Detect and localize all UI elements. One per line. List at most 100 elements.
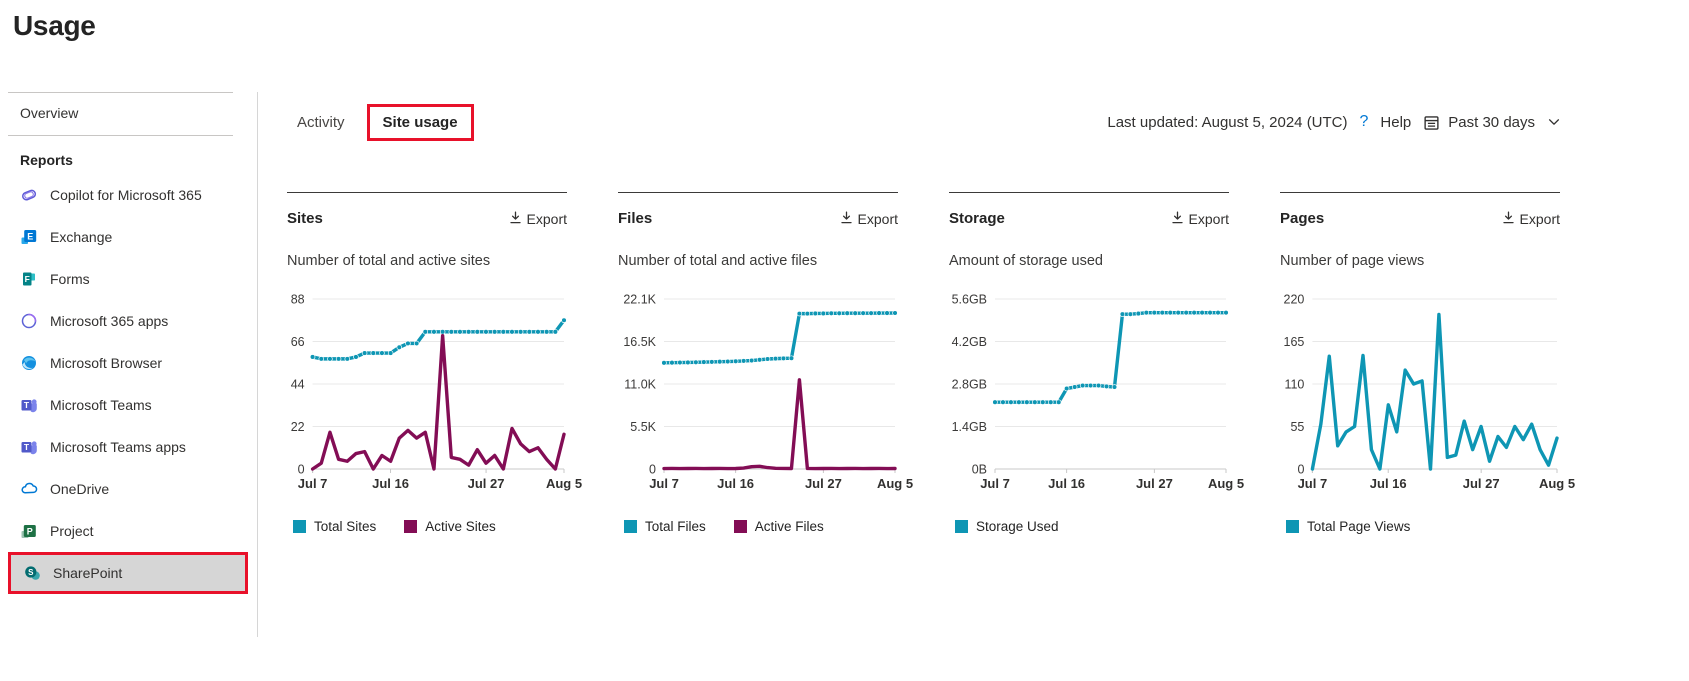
legend-item-total-files[interactable]: Total Files (624, 519, 706, 534)
export-button[interactable]: Export (840, 211, 898, 227)
sidebar-item-forms[interactable]: F Forms (8, 258, 233, 300)
sidebar-item-microsoft-365-apps[interactable]: Microsoft 365 apps (8, 300, 233, 342)
sidebar-item-label: Microsoft Teams apps (50, 439, 186, 455)
tab-site-usage[interactable]: Site usage (366, 103, 474, 141)
svg-text:Jul 7: Jul 7 (649, 476, 679, 491)
edge-browser-icon (20, 354, 38, 372)
help-link[interactable]: Help (1380, 113, 1412, 131)
legend-item-active-sites[interactable]: Active Sites (404, 519, 496, 534)
legend-label: Storage Used (976, 519, 1059, 534)
sidebar-item-label: Forms (50, 271, 90, 287)
help-question-icon[interactable]: ? (1359, 113, 1369, 130)
sidebar-item-microsoft-teams-apps[interactable]: T Microsoft Teams apps (8, 426, 233, 468)
legend-item-active-files[interactable]: Active Files (733, 519, 824, 534)
chart-subtitle: Number of total and active files (618, 253, 818, 269)
download-icon (509, 211, 522, 227)
svg-text:Jul 7: Jul 7 (298, 476, 328, 491)
content-header: Activity Site usage Last updated: August… (287, 98, 1561, 146)
legend-swatch (1286, 520, 1299, 533)
tab-activity[interactable]: Activity (297, 113, 345, 131)
chart-title: Files (618, 210, 653, 227)
svg-text:Jul 27: Jul 27 (468, 476, 505, 491)
download-icon (1171, 211, 1184, 227)
chart-subtitle: Number of page views (1280, 253, 1425, 269)
svg-text:Jul 16: Jul 16 (372, 476, 409, 491)
sidebar-item-overview[interactable]: Overview (8, 93, 233, 133)
chart-legend: Total Sites Active Sites (287, 519, 567, 534)
report-card-pages: Pages Export Number of page views 220 165… (1280, 192, 1575, 534)
sidebar-item-project[interactable]: P Project (8, 510, 233, 552)
svg-text:Aug 5: Aug 5 (1208, 476, 1244, 491)
export-button[interactable]: Export (509, 211, 567, 227)
download-icon (1502, 211, 1515, 227)
chevron-down-icon[interactable] (1547, 115, 1561, 129)
exchange-icon: E (20, 228, 38, 246)
svg-text:55: 55 (1290, 420, 1304, 434)
export-label: Export (526, 210, 567, 227)
svg-text:0: 0 (298, 463, 305, 477)
legend-swatch (733, 520, 747, 533)
sidebar-item-label: SharePoint (53, 565, 123, 581)
report-card-files: Files Export Number of total and active … (618, 192, 913, 534)
sidebar-item-label: Overview (20, 105, 79, 121)
legend-label: Active Files (754, 519, 824, 534)
sidebar-item-label: Exchange (50, 229, 113, 245)
sidebar-item-copilot-for-microsoft-365[interactable]: Copilot for Microsoft 365 (8, 174, 233, 216)
legend-item-total-page-views[interactable]: Total Page Views (1286, 519, 1410, 534)
chart-legend: Total Files Active Files (618, 519, 898, 534)
storage-chart: 5.6GB 4.2GB 2.8GB 1.4GB 0B Jul 7 Jul 16 Jul 27 A… (949, 287, 1245, 499)
legend-label: Active Sites (425, 519, 496, 534)
svg-text:Jul 7: Jul 7 (1298, 476, 1328, 491)
sidebar-item-exchange[interactable]: E Exchange (8, 216, 233, 258)
sidebar-item-label: Microsoft Browser (50, 355, 163, 371)
chart-subtitle: Amount of storage used (949, 253, 1103, 269)
legend-label: Total Files (645, 519, 706, 534)
chart-title: Storage (949, 210, 1005, 227)
svg-text:22.1K: 22.1K (623, 293, 656, 307)
svg-text:5.6GB: 5.6GB (952, 293, 987, 307)
svg-text:11.0K: 11.0K (624, 378, 656, 392)
sidebar-item-label: Microsoft Teams (50, 397, 152, 413)
export-button[interactable]: Export (1502, 211, 1560, 227)
svg-text:88: 88 (291, 293, 305, 307)
svg-text:Jul 7: Jul 7 (980, 476, 1010, 491)
files-chart: 22.1K 16.5K 11.0K 5.5K 0 Jul 7 Jul 16 Jul 27 Aug… (618, 287, 913, 499)
sidebar-item-microsoft-teams[interactable]: T Microsoft Teams (8, 384, 233, 426)
sidebar-reports-nav: Copilot for Microsoft 365 E Exchange F Forms… (8, 174, 248, 594)
svg-text:1.4GB: 1.4GB (952, 420, 987, 434)
svg-text:2.8GB: 2.8GB (952, 378, 987, 392)
svg-text:5.5K: 5.5K (630, 420, 656, 434)
svg-text:220: 220 (1284, 293, 1305, 307)
svg-text:T: T (24, 400, 30, 410)
svg-text:0: 0 (649, 463, 656, 477)
date-range-selector[interactable]: Past 30 days (1423, 114, 1535, 131)
sites-chart: 88 66 44 22 0 Jul 7 Jul 16 Jul 27 Aug 5 (287, 287, 582, 499)
export-button[interactable]: Export (1171, 211, 1229, 227)
legend-item-total-sites[interactable]: Total Sites (293, 519, 376, 534)
svg-text:P: P (27, 527, 33, 537)
sidebar-item-microsoft-browser[interactable]: Microsoft Browser (8, 342, 233, 384)
forms-icon: F (20, 270, 38, 288)
sidebar-item-label: Copilot for Microsoft 365 (50, 187, 202, 203)
date-range-label: Past 30 days (1448, 113, 1535, 131)
svg-text:22: 22 (291, 420, 305, 434)
export-label: Export (1519, 210, 1560, 227)
teams-apps-icon: T (20, 438, 38, 456)
legend-item-storage-used[interactable]: Storage Used (955, 519, 1059, 534)
svg-text:Jul 16: Jul 16 (717, 476, 754, 491)
sidebar-item-onedrive[interactable]: OneDrive (8, 468, 233, 510)
svg-text:Aug 5: Aug 5 (546, 476, 582, 491)
svg-text:0: 0 (1297, 463, 1304, 477)
svg-text:44: 44 (291, 378, 305, 392)
svg-text:F: F (25, 274, 30, 284)
sidebar-item-sharepoint[interactable]: S SharePoint (8, 552, 248, 594)
report-card-sites: Sites Export Number of total and active … (287, 192, 582, 534)
legend-swatch (404, 520, 418, 533)
report-tabs: Activity Site usage (287, 103, 474, 141)
legend-swatch (955, 520, 968, 533)
svg-text:T: T (24, 442, 30, 452)
svg-text:Jul 27: Jul 27 (1136, 476, 1173, 491)
export-label: Export (1188, 210, 1229, 227)
legend-label: Total Page Views (1307, 519, 1411, 534)
svg-text:Jul 16: Jul 16 (1370, 476, 1407, 491)
